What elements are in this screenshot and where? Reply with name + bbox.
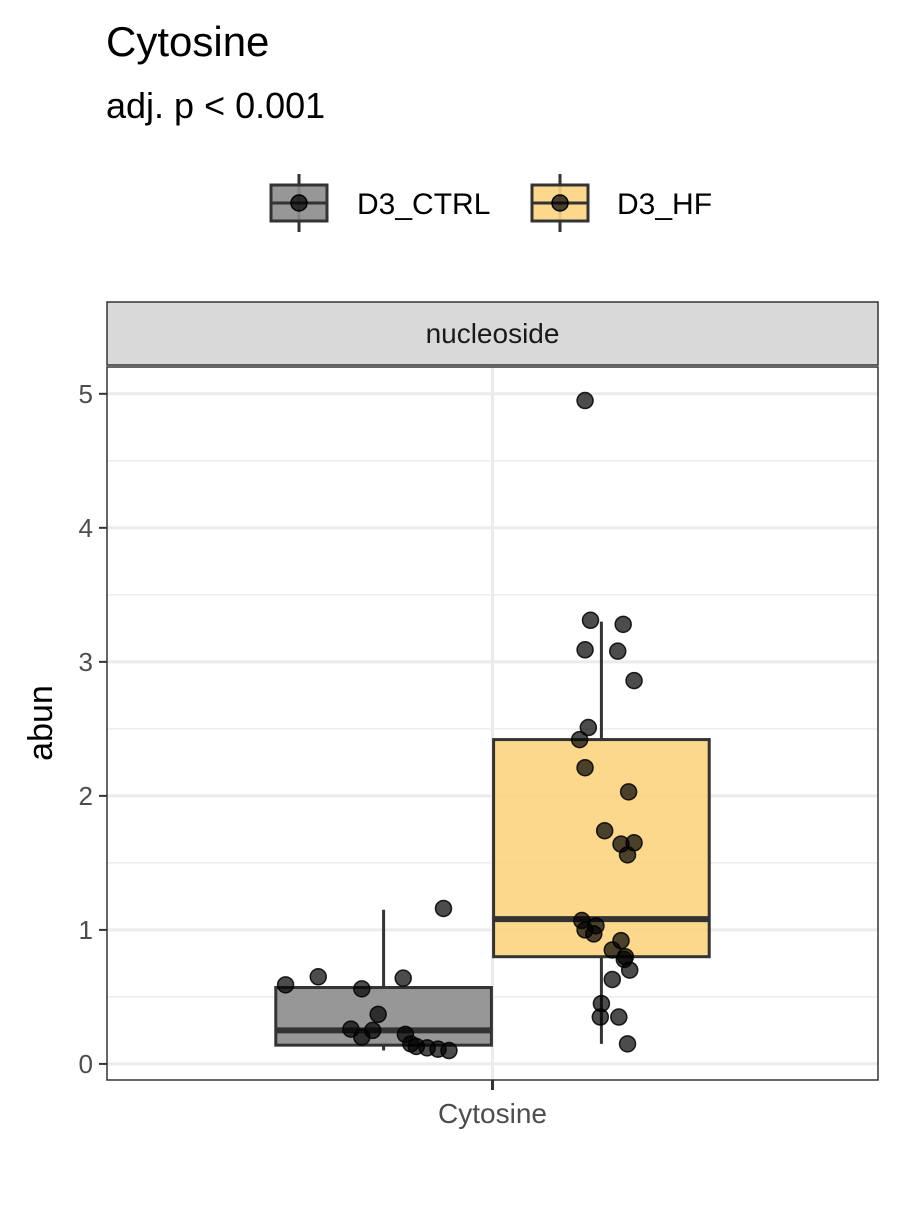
data-point	[579, 718, 598, 737]
legend-label: D3_CTRL	[357, 188, 490, 221]
facet-strip	[106, 301, 879, 366]
y-axis-label: abun	[22, 685, 60, 761]
data-point	[618, 846, 637, 864]
data-point	[585, 925, 603, 943]
facet-strip-label: nucleoside	[426, 318, 560, 349]
y-tick-label: 3	[79, 647, 93, 677]
data-point	[369, 1005, 387, 1024]
data-point	[276, 976, 295, 994]
data-point	[570, 730, 589, 749]
legend-key-point	[551, 194, 569, 212]
data-point	[434, 899, 453, 918]
legend-key-point	[290, 194, 308, 212]
data-point	[353, 1028, 371, 1046]
data-point	[591, 1008, 610, 1026]
data-point	[353, 980, 371, 998]
legend: D3_CTRL D3_HF	[269, 174, 712, 232]
data-point	[619, 783, 638, 801]
legend-item: D3_CTRL	[269, 174, 490, 232]
data-point	[440, 1041, 458, 1060]
data-point	[618, 1035, 637, 1053]
y-tick-label: 0	[79, 1049, 93, 1079]
data-point	[620, 961, 639, 979]
data-point	[581, 611, 600, 630]
chart-title: Cytosine	[106, 18, 269, 65]
data-point	[309, 968, 328, 986]
data-point	[576, 641, 594, 659]
data-point	[614, 615, 632, 634]
legend-item: D3_HF	[530, 174, 712, 232]
data-point	[576, 391, 594, 410]
chart-subtitle: adj. p < 0.001	[106, 85, 325, 126]
x-tick-label: Cytosine	[438, 1098, 547, 1129]
y-tick-label: 5	[79, 379, 93, 409]
legend-label: D3_HF	[617, 188, 712, 221]
data-point	[394, 969, 412, 987]
y-tick-label: 1	[79, 915, 93, 945]
data-point	[603, 970, 622, 989]
y-tick-label: 4	[79, 513, 93, 543]
data-point	[595, 821, 614, 840]
data-point	[610, 1008, 628, 1026]
data-point	[608, 642, 627, 660]
data-point	[625, 671, 643, 690]
y-tick-label: 2	[79, 781, 93, 811]
data-point	[576, 758, 594, 777]
axes: 0 1 2 3 4 5 Cytosine	[79, 379, 547, 1129]
points	[276, 391, 643, 1060]
